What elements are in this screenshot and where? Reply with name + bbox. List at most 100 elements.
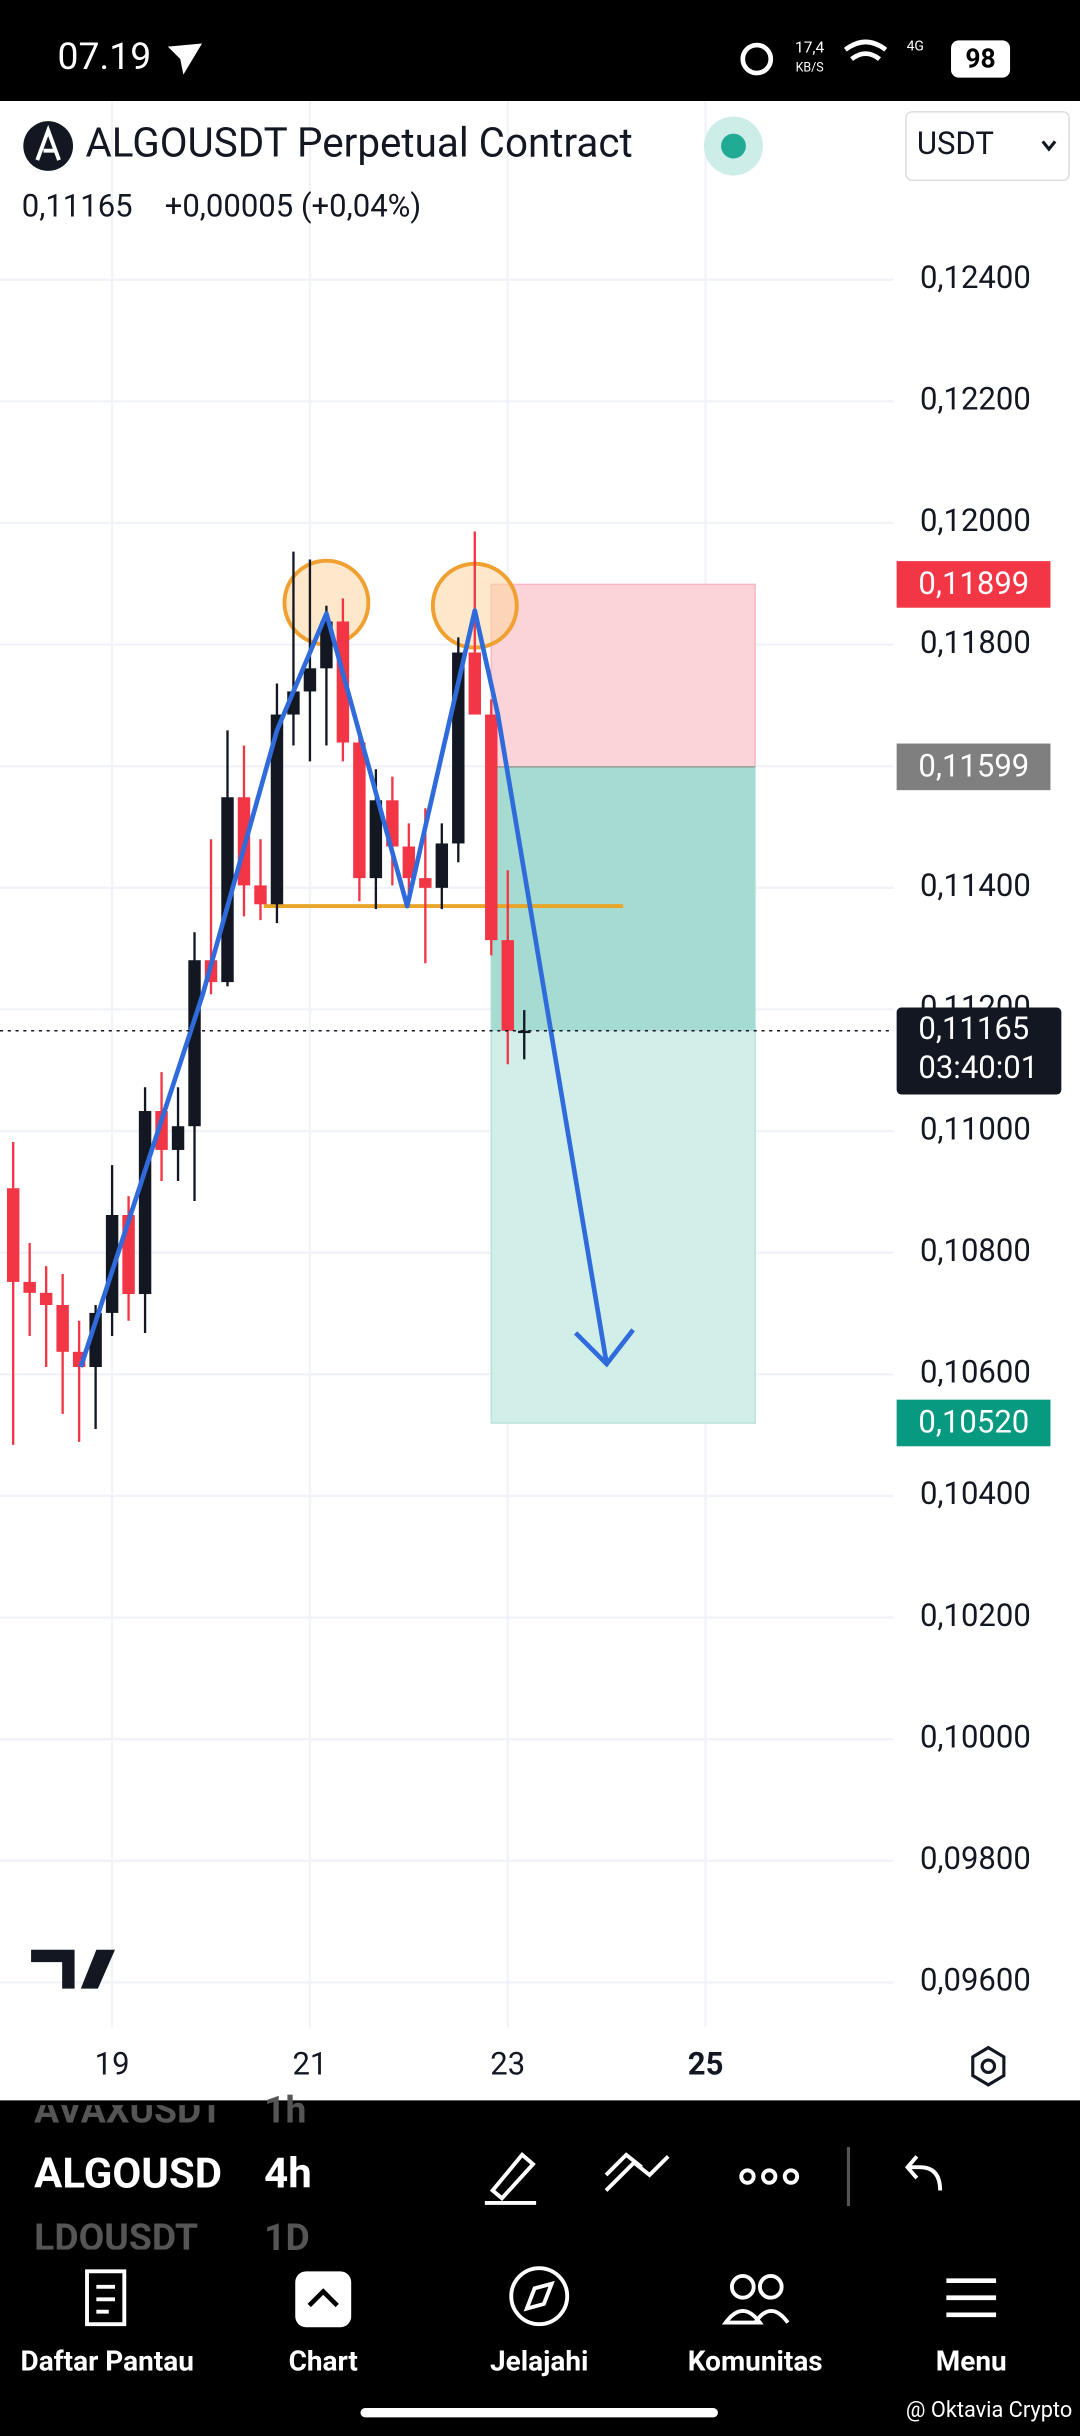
toolbar — [0, 2100, 1080, 2250]
battery — [951, 40, 1011, 78]
settings-dot — [980, 2058, 997, 2075]
price-tag — [896, 1399, 1051, 1447]
candle-body — [6, 1188, 20, 1282]
stop-zone — [490, 583, 756, 768]
symbol-title[interactable]: ALGOUSDT Perpetual Contract — [85, 120, 632, 167]
battery-level: 98 — [965, 44, 995, 75]
nav-icon-explore-needle — [523, 2280, 555, 2312]
dropdown-arrow — [1041, 140, 1057, 152]
symbol-name[interactable]: ALGOUSDT — [34, 2150, 246, 2199]
overlay: 0,124000,122000,120000,118000,116000,114… — [95, 259, 1062, 2082]
last-price: 0,11165 — [22, 187, 133, 224]
y-tick-label: 0,10800 — [920, 1232, 1031, 1269]
y-tick-label: 0,10600 — [920, 1354, 1031, 1391]
x-tick-label: 25 — [688, 2045, 724, 2082]
pattern-line — [78, 608, 609, 1368]
alarm-icon — [740, 42, 774, 76]
symbol-name[interactable]: AVAXUSDT — [34, 2089, 223, 2133]
nav-icon-chart-glyph — [307, 2288, 339, 2308]
last-price-tag — [896, 1007, 1062, 1095]
y-tick-label: 0,12200 — [920, 381, 1031, 418]
y-tick-label: 0,11800 — [920, 624, 1031, 661]
candle-body — [171, 1126, 185, 1150]
more-tool[interactable] — [739, 2168, 800, 2185]
countdown: 03:40:01 — [918, 1049, 1038, 1086]
market-status — [721, 133, 746, 159]
nav-label[interactable]: Jelajahi — [490, 2344, 588, 2377]
candle-body — [23, 1281, 36, 1293]
candle-body — [39, 1292, 53, 1305]
x-tick-label: 21 — [292, 2045, 327, 2082]
net-unit: KB/S — [796, 61, 824, 76]
y-tick-label: 0,11000 — [920, 1110, 1031, 1147]
symbol-interval[interactable]: 4h — [264, 2150, 312, 2199]
plot — [0, 100, 894, 2028]
nav-label[interactable]: Komunitas — [688, 2344, 823, 2377]
y-tick-label: 0,12400 — [920, 259, 1031, 296]
nav-icon-explore — [509, 2266, 570, 2327]
y-tick-label: 0,10400 — [920, 1475, 1031, 1512]
candle-body — [518, 1030, 531, 1034]
nav-icon-menu — [946, 2278, 997, 2318]
last-price-label: 0,11165 — [918, 1010, 1029, 1047]
candle-body — [270, 714, 284, 905]
coin-glyph — [35, 124, 61, 161]
candle-body — [353, 742, 366, 879]
price-change: +0,00005 (+0,04%) — [165, 187, 422, 224]
x-tick-label: 19 — [95, 2045, 130, 2082]
candle-body — [188, 960, 201, 1127]
nav-icon-chart — [295, 2271, 352, 2328]
y-tick-label: 0,10000 — [920, 1718, 1031, 1755]
x-tick-label: 23 — [490, 2045, 525, 2082]
y-tick-label: 0,09600 — [920, 1962, 1031, 1999]
candle-body — [254, 885, 267, 905]
nav-label[interactable]: Menu — [936, 2344, 1007, 2377]
price-tag-label: 0,11899 — [918, 565, 1029, 602]
net-speed: 17,4 — [795, 38, 824, 56]
network: 4G — [907, 38, 924, 54]
nav-bar — [0, 2249, 1080, 2436]
symbol-list: AVAXUSDT ALGOUSDT LDOUSDT — [34, 2089, 246, 2260]
candle-body — [138, 1111, 152, 1295]
settings-icon[interactable] — [971, 2045, 1006, 2087]
candle-body — [435, 843, 449, 888]
symbol-interval[interactable]: 1h — [264, 2089, 306, 2133]
clock: 07.19 — [57, 35, 151, 79]
currency[interactable]: USDT — [917, 125, 994, 162]
watermark: @ Oktavia Crypto — [906, 2398, 1072, 2423]
nav-label[interactable]: Chart — [289, 2344, 358, 2377]
y-tick-label: 0,11400 — [920, 867, 1031, 904]
price-tag-label: 0,10520 — [918, 1404, 1029, 1441]
candle-body — [221, 797, 234, 983]
candle-body — [419, 878, 432, 888]
candle-body — [56, 1305, 69, 1352]
telegram-icon — [167, 43, 203, 75]
candle-body — [501, 940, 514, 1031]
nav-label[interactable]: Daftar Pantau — [21, 2344, 194, 2377]
candle-body — [468, 652, 482, 715]
candle-body — [369, 800, 383, 879]
profit-progress — [491, 766, 756, 1031]
y-tick-label: 0,12000 — [920, 502, 1031, 539]
lines-tool[interactable] — [604, 2152, 670, 2192]
arrow-head — [573, 1328, 635, 1368]
nav-icon-watchlist — [85, 2269, 127, 2327]
candle-body — [485, 714, 498, 941]
price-tag — [896, 561, 1051, 608]
candle-body — [402, 846, 416, 879]
currency-select[interactable] — [905, 111, 1070, 181]
symbol-interval[interactable]: 1D — [264, 2216, 310, 2260]
symbol-name[interactable]: LDOUSDT — [34, 2216, 198, 2260]
price-tag-label: 0,11599 — [918, 748, 1029, 785]
nav-items: Daftar Pantau Chart Jelajahi Komunitas Menu — [21, 2344, 1007, 2377]
home-indicator — [360, 2408, 718, 2418]
y-tick-label: 0,10200 — [920, 1597, 1031, 1634]
y-tick-label: 0,09800 — [920, 1840, 1031, 1877]
coin-icon — [23, 121, 74, 171]
price-tag — [896, 743, 1051, 791]
tv-logo — [31, 1949, 115, 1989]
draw-tool[interactable] — [484, 2152, 537, 2205]
undo-tool[interactable] — [904, 2155, 943, 2191]
